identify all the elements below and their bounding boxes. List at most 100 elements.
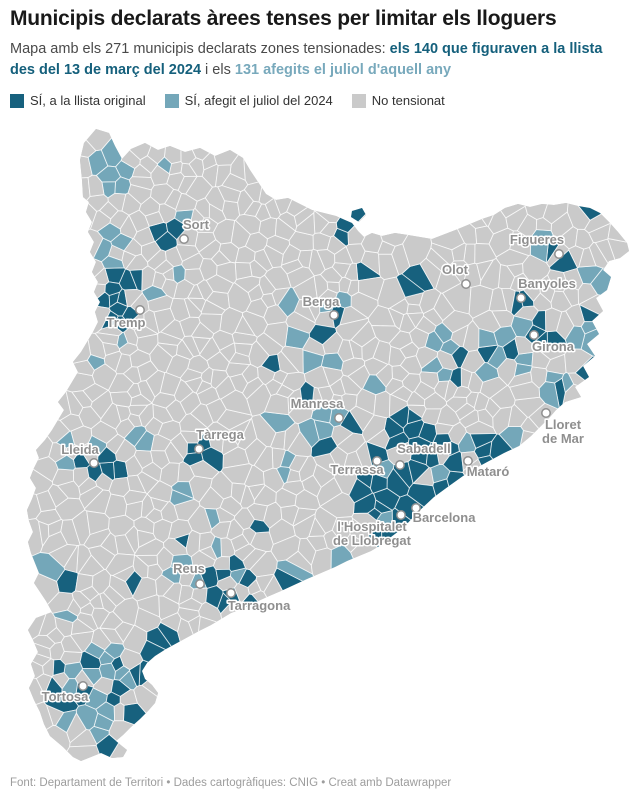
municipality-cell[interactable] [133, 684, 211, 761]
municipality-cell[interactable] [414, 158, 488, 229]
municipality-cell[interactable] [350, 539, 423, 614]
municipality-cell[interactable] [114, 438, 137, 463]
municipality-cell[interactable] [369, 473, 388, 494]
municipality-cell[interactable] [220, 389, 252, 416]
municipality-cell[interactable] [170, 553, 194, 574]
municipality-cell[interactable] [313, 274, 329, 299]
municipality-cell[interactable] [446, 470, 511, 548]
municipality-cell[interactable] [479, 257, 501, 290]
municipality-cell[interactable] [177, 175, 198, 195]
municipality-cell[interactable] [168, 518, 193, 540]
municipality-cell[interactable] [395, 273, 425, 298]
municipality-cell[interactable] [162, 582, 183, 605]
municipality-cell[interactable] [334, 246, 354, 265]
municipality-cell[interactable] [280, 345, 304, 374]
municipality-cell[interactable] [335, 160, 387, 234]
municipality-cell[interactable] [27, 745, 106, 809]
municipality-cell[interactable] [436, 349, 459, 371]
municipality-cell[interactable] [336, 432, 366, 455]
municipality-cell[interactable] [104, 642, 126, 660]
municipality-cell[interactable] [215, 164, 232, 188]
municipality-cell[interactable] [86, 510, 110, 535]
municipality-cell[interactable] [279, 449, 297, 469]
municipality-cell[interactable] [234, 583, 250, 603]
municipality-cell[interactable] [144, 211, 165, 227]
municipality-cell[interactable] [150, 434, 172, 452]
municipality-cell[interactable] [371, 325, 401, 344]
municipality-cell[interactable] [125, 253, 149, 271]
municipality-cell[interactable] [297, 249, 313, 269]
municipality-cell[interactable] [574, 355, 640, 420]
municipality-cell[interactable] [179, 391, 202, 416]
municipality-cell[interactable] [313, 149, 386, 224]
municipality-cell[interactable] [139, 155, 158, 174]
municipality-cell[interactable] [277, 286, 300, 318]
municipality-cell[interactable] [441, 441, 460, 457]
municipality-cell[interactable] [208, 203, 227, 225]
municipality-cell[interactable] [157, 342, 178, 358]
municipality-cell[interactable] [51, 359, 95, 377]
municipality-cell[interactable] [263, 574, 318, 655]
municipality-cell[interactable] [61, 678, 79, 702]
municipality-cell[interactable] [0, 701, 54, 771]
municipality-cell[interactable] [430, 242, 455, 266]
municipality-cell[interactable] [234, 315, 256, 336]
municipality-cell[interactable] [333, 290, 352, 309]
municipality-cell[interactable] [415, 315, 437, 335]
municipality-cell[interactable] [441, 310, 474, 334]
municipality-cell[interactable] [407, 436, 432, 456]
municipality-cell[interactable] [79, 485, 104, 510]
municipality-cell[interactable] [127, 184, 152, 205]
municipality-cell[interactable] [133, 449, 154, 469]
municipality-cell[interactable] [419, 288, 442, 314]
municipality-cell[interactable] [71, 390, 93, 409]
municipality-cell[interactable] [475, 143, 530, 219]
municipality-cell[interactable] [171, 481, 195, 499]
municipality-cell[interactable] [183, 297, 202, 318]
municipality-cell[interactable] [286, 144, 324, 217]
municipality-cell[interactable] [119, 647, 144, 671]
municipality-cell[interactable] [531, 349, 551, 370]
municipality-cell[interactable] [141, 461, 163, 482]
municipality-cell[interactable] [28, 228, 104, 260]
municipality-cell[interactable] [126, 382, 142, 399]
municipality-cell[interactable] [145, 369, 166, 398]
municipality-cell[interactable] [235, 213, 262, 235]
municipality-cell[interactable] [103, 738, 187, 809]
municipality-cell[interactable] [473, 391, 490, 412]
municipality-cell[interactable] [349, 518, 371, 542]
municipality-cell[interactable] [18, 177, 91, 215]
municipality-cell[interactable] [94, 332, 120, 346]
municipality-cell[interactable] [299, 380, 315, 410]
municipality-cell[interactable] [360, 217, 383, 254]
municipality-cell[interactable] [123, 489, 148, 506]
municipality-cell[interactable] [421, 408, 442, 426]
municipality-cell[interactable] [276, 466, 291, 485]
municipality-cell[interactable] [136, 529, 157, 548]
municipality-cell[interactable] [33, 282, 106, 313]
municipality-cell[interactable] [100, 310, 119, 330]
municipality-cell[interactable] [247, 579, 262, 595]
municipality-cell[interactable] [108, 720, 170, 744]
municipality-cell[interactable] [294, 489, 321, 511]
municipality-cell[interactable] [165, 217, 189, 241]
municipality-cell[interactable] [22, 200, 98, 244]
municipality-cell[interactable] [49, 641, 65, 661]
municipality-cell[interactable] [373, 390, 391, 419]
municipality-cell[interactable] [374, 172, 427, 247]
municipality-cell[interactable] [216, 261, 237, 284]
municipality-cell[interactable] [487, 345, 507, 370]
municipality-cell[interactable] [419, 371, 440, 390]
municipality-cell[interactable] [153, 307, 176, 334]
municipality-cell[interactable] [507, 403, 528, 428]
municipality-cell[interactable] [542, 149, 570, 225]
municipality-cell[interactable] [196, 616, 261, 690]
municipality-cell[interactable] [487, 205, 509, 235]
municipality-cell[interactable] [239, 485, 255, 509]
municipality-cell[interactable] [133, 226, 155, 247]
municipality-cell[interactable] [320, 266, 343, 283]
municipality-cell[interactable] [95, 165, 121, 183]
municipality-cell[interactable] [150, 164, 170, 186]
municipality-cell[interactable] [607, 238, 640, 299]
